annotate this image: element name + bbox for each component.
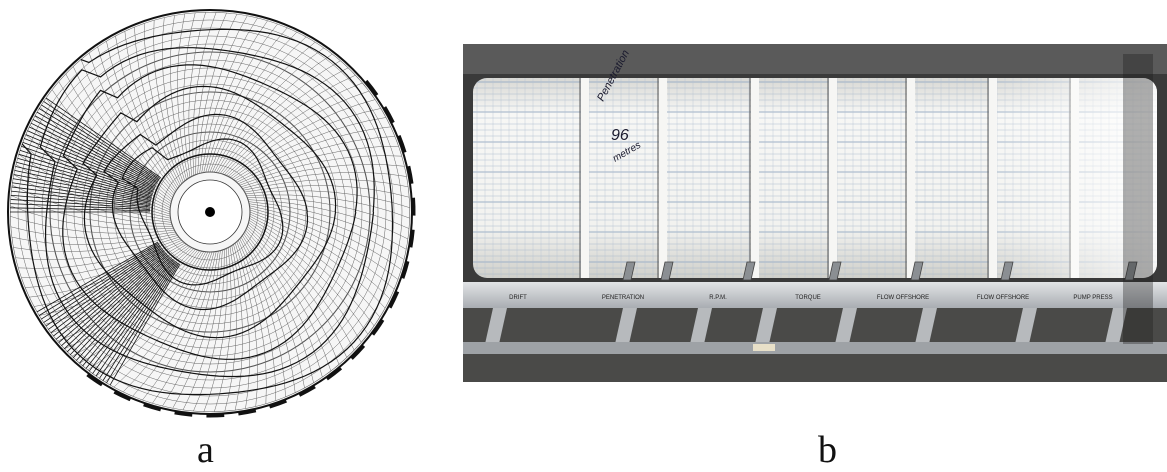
circular-chart-disk [7,9,416,418]
paper-drum [473,78,1157,278]
rail-label: PENETRATION [602,295,644,301]
recorder-pens [622,261,1138,281]
drum-recorder-photo: DRIFT PENETRATION R.P.M. TORQUE FLOW OFFSHOR… [463,44,1167,382]
rail-label: R.P.M. [709,295,727,301]
rail-label: FLOW OFFSHORE [977,295,1029,301]
rail-label: PUMP PRESS [1073,295,1112,301]
label-rail: DRIFT PENETRATION R.P.M. TORQUE FLOW OFFSHOR… [463,282,1167,308]
rail-label: FLOW OFFSHORE [877,295,929,301]
center-hole [205,207,215,217]
circular-chart-photo [7,9,416,418]
handwritten-note-line: 96 [611,127,629,144]
caption-b: b [818,429,837,471]
rail-label: DRIFT [509,295,527,301]
rail-label: TORQUE [795,295,821,301]
caption-a: a [197,429,214,471]
